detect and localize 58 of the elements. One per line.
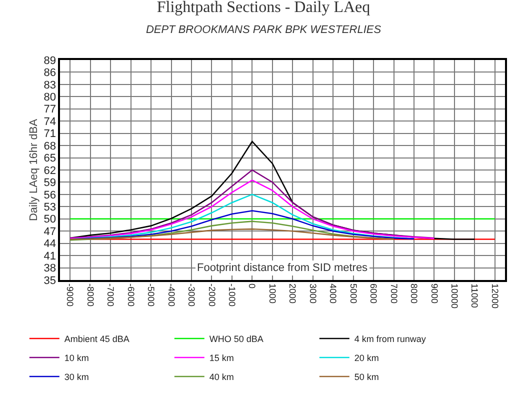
chart-title: Flightpath Sections - Daily LAeq (156, 0, 370, 16)
x-axis-title: Footprint distance from SID metres (197, 262, 368, 274)
x-tick-label: 3000 (308, 284, 318, 304)
x-tick-label: -6000 (126, 284, 136, 307)
chart-subtitle: DEPT BROOKMANS PARK BPK WESTERLIES (146, 24, 382, 36)
y-tick-label: 86 (44, 67, 56, 80)
y-axis-title: Daily LAeq 16hr dBA (28, 118, 40, 222)
legend-label: 40 km (209, 372, 234, 382)
x-tick-label: -1000 (227, 284, 238, 307)
x-tick-label: -4000 (166, 284, 176, 307)
y-tick-label: 35 (44, 274, 56, 287)
x-tick-label: -8000 (85, 284, 96, 307)
x-tick-label: -7000 (106, 284, 116, 307)
line-series (69, 169, 435, 239)
y-tick-label: 71 (44, 128, 56, 140)
y-tick-label: 53 (44, 202, 56, 214)
y-tick-label: 41 (44, 250, 56, 262)
y-tick-label: 80 (44, 92, 56, 104)
x-tick-label: 8000 (409, 284, 420, 304)
x-tick-label: 2000 (288, 284, 298, 304)
x-tick-label: 10000 (450, 284, 460, 309)
x-tick-label: 5000 (348, 284, 358, 304)
y-tick-label: 83 (44, 79, 56, 92)
legend-label: 50 km (354, 372, 379, 382)
y-tick-label: 65 (44, 152, 56, 165)
line-series (69, 220, 394, 241)
y-tick-label: 74 (44, 116, 56, 128)
y-tick-label: 62 (44, 164, 56, 177)
x-tick-label: -5000 (146, 284, 156, 307)
y-tick-label: 38 (44, 262, 56, 275)
line-series (69, 228, 394, 240)
x-tick-label: 4000 (328, 284, 338, 304)
legend-label: 4 km from runway (354, 334, 426, 344)
legend-label: 20 km (354, 353, 379, 364)
x-tick-label: 9000 (429, 284, 440, 304)
x-tick-label: -3000 (186, 284, 197, 307)
y-tick-label: 47 (44, 226, 56, 238)
x-tick-label: 0 (247, 284, 258, 289)
legend-label: 10 km (64, 353, 89, 364)
y-tick-label: 44 (44, 238, 56, 250)
x-tick-label: 11000 (470, 284, 480, 308)
y-tick-label: 59 (44, 177, 56, 190)
y-tick-label: 68 (44, 140, 56, 152)
x-tick-label: 7000 (388, 284, 399, 304)
x-tick-label: 1000 (267, 284, 278, 304)
line-series (69, 180, 435, 240)
x-tick-label: 6000 (368, 284, 379, 304)
y-tick-label: 77 (44, 104, 56, 116)
y-tick-label: 50 (44, 214, 56, 226)
legend-label: 15 km (209, 353, 234, 364)
legend-label: 30 km (64, 372, 89, 382)
x-tick-label: 12000 (490, 284, 500, 309)
x-tick-label: -9000 (65, 284, 76, 307)
y-tick-label: 89 (44, 54, 56, 67)
legend-label: WHO 50 dBA (209, 334, 264, 344)
x-tick-label: -2000 (206, 284, 217, 307)
y-tick-label: 56 (44, 189, 56, 202)
legend-label: Ambient 45 dBA (64, 334, 130, 344)
